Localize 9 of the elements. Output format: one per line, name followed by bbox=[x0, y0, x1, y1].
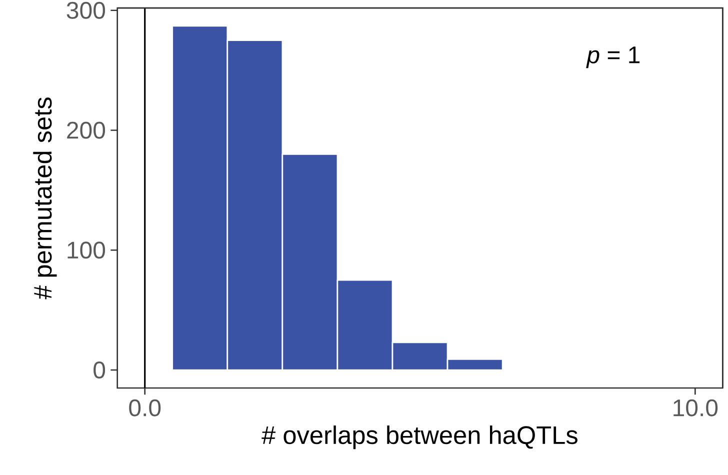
annotation: p = 1 bbox=[586, 46, 640, 68]
y-axis-title: # permutated sets bbox=[33, 98, 57, 300]
x-axis-title: # overlaps between haQTLs bbox=[262, 426, 578, 450]
x-tick-label: 10.0 bbox=[674, 400, 718, 417]
y-tick-label: 300 bbox=[66, 2, 106, 20]
y-tick-label: 200 bbox=[67, 122, 106, 139]
x-tick-label: 0.0 bbox=[129, 400, 161, 417]
y-tick-label: 0 bbox=[94, 362, 106, 379]
y-tick-label: 100 bbox=[68, 242, 106, 259]
